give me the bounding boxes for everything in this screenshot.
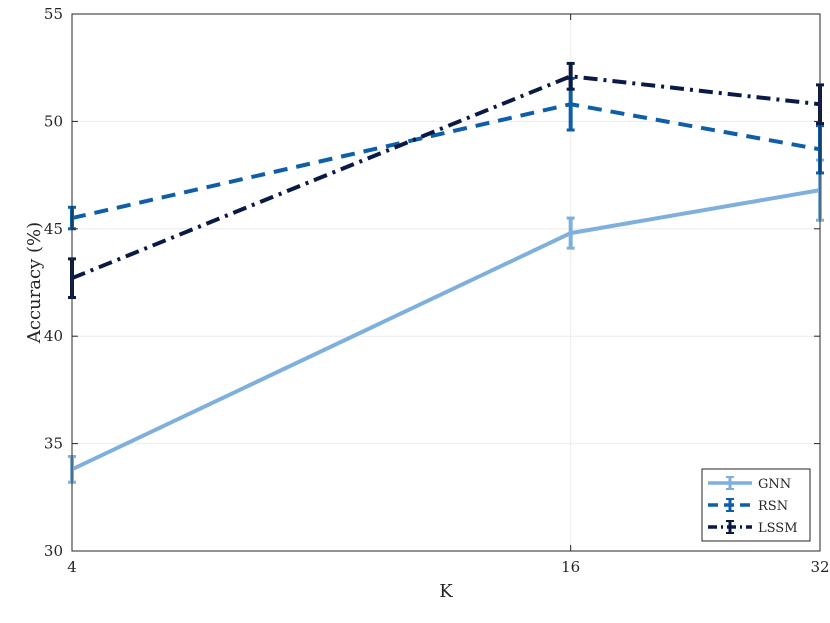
x-axis-label: K: [439, 581, 453, 602]
plot-frame: [71, 13, 821, 552]
error-bar-lssm: [566, 61, 575, 91]
series-layer: [68, 61, 824, 484]
series-lssm: [68, 61, 824, 300]
legend-box: [701, 468, 811, 542]
y-tick-label: 40: [44, 327, 63, 345]
legend: GNN RSN LSSM: [701, 468, 811, 542]
series-rsn: [68, 76, 824, 231]
legend-item-rsn: RSN: [708, 498, 788, 514]
legend-label: GNN: [758, 477, 791, 492]
legend-label: RSN: [758, 499, 788, 514]
y-tick-label: 55: [44, 5, 63, 23]
y-tick-label: 50: [44, 112, 63, 130]
error-bar-gnn: [566, 216, 575, 250]
y-tick-label: 45: [44, 220, 63, 238]
tick-layer: 30 35 40 45 50 55 4 16 32: [44, 5, 830, 576]
x-tick-label: 32: [810, 558, 829, 576]
series-gnn: [68, 158, 824, 484]
legend-item-gnn: GNN: [708, 476, 791, 492]
series-line-lssm: [71, 74, 821, 281]
y-axis-label: Accuracy (%): [24, 222, 45, 344]
legend-item-lssm: LSSM: [708, 520, 798, 536]
x-tick-label: 4: [67, 558, 77, 576]
legend-label: LSSM: [758, 521, 798, 536]
x-tick-label: 16: [561, 558, 580, 576]
y-tick-label: 35: [44, 435, 63, 453]
y-tick-label: 30: [44, 542, 63, 560]
